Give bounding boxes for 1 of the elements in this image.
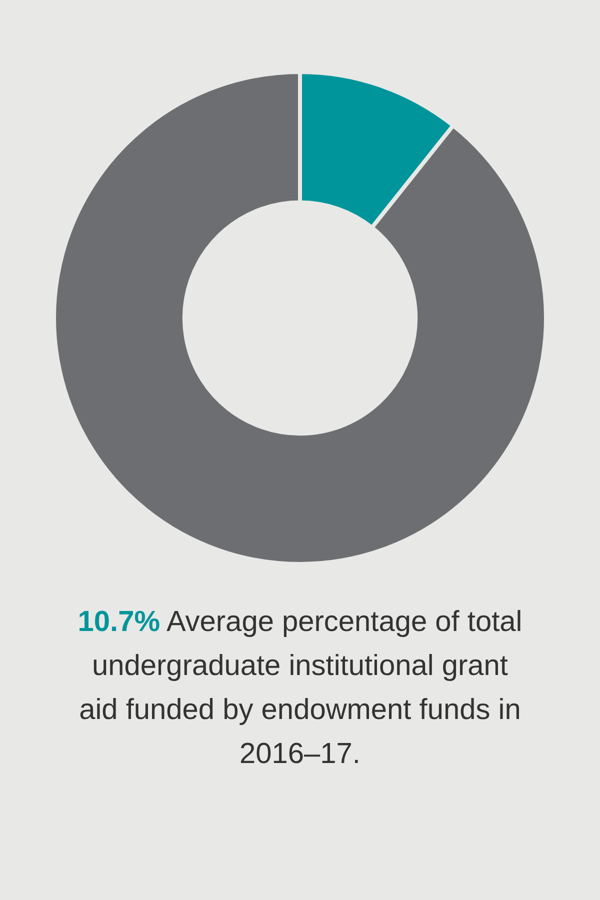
text: 10.7% Average percentage of total undergraduate institutional grant aid funded by endowment funds in 2016–17. bbox=[78, 606, 522, 770]
